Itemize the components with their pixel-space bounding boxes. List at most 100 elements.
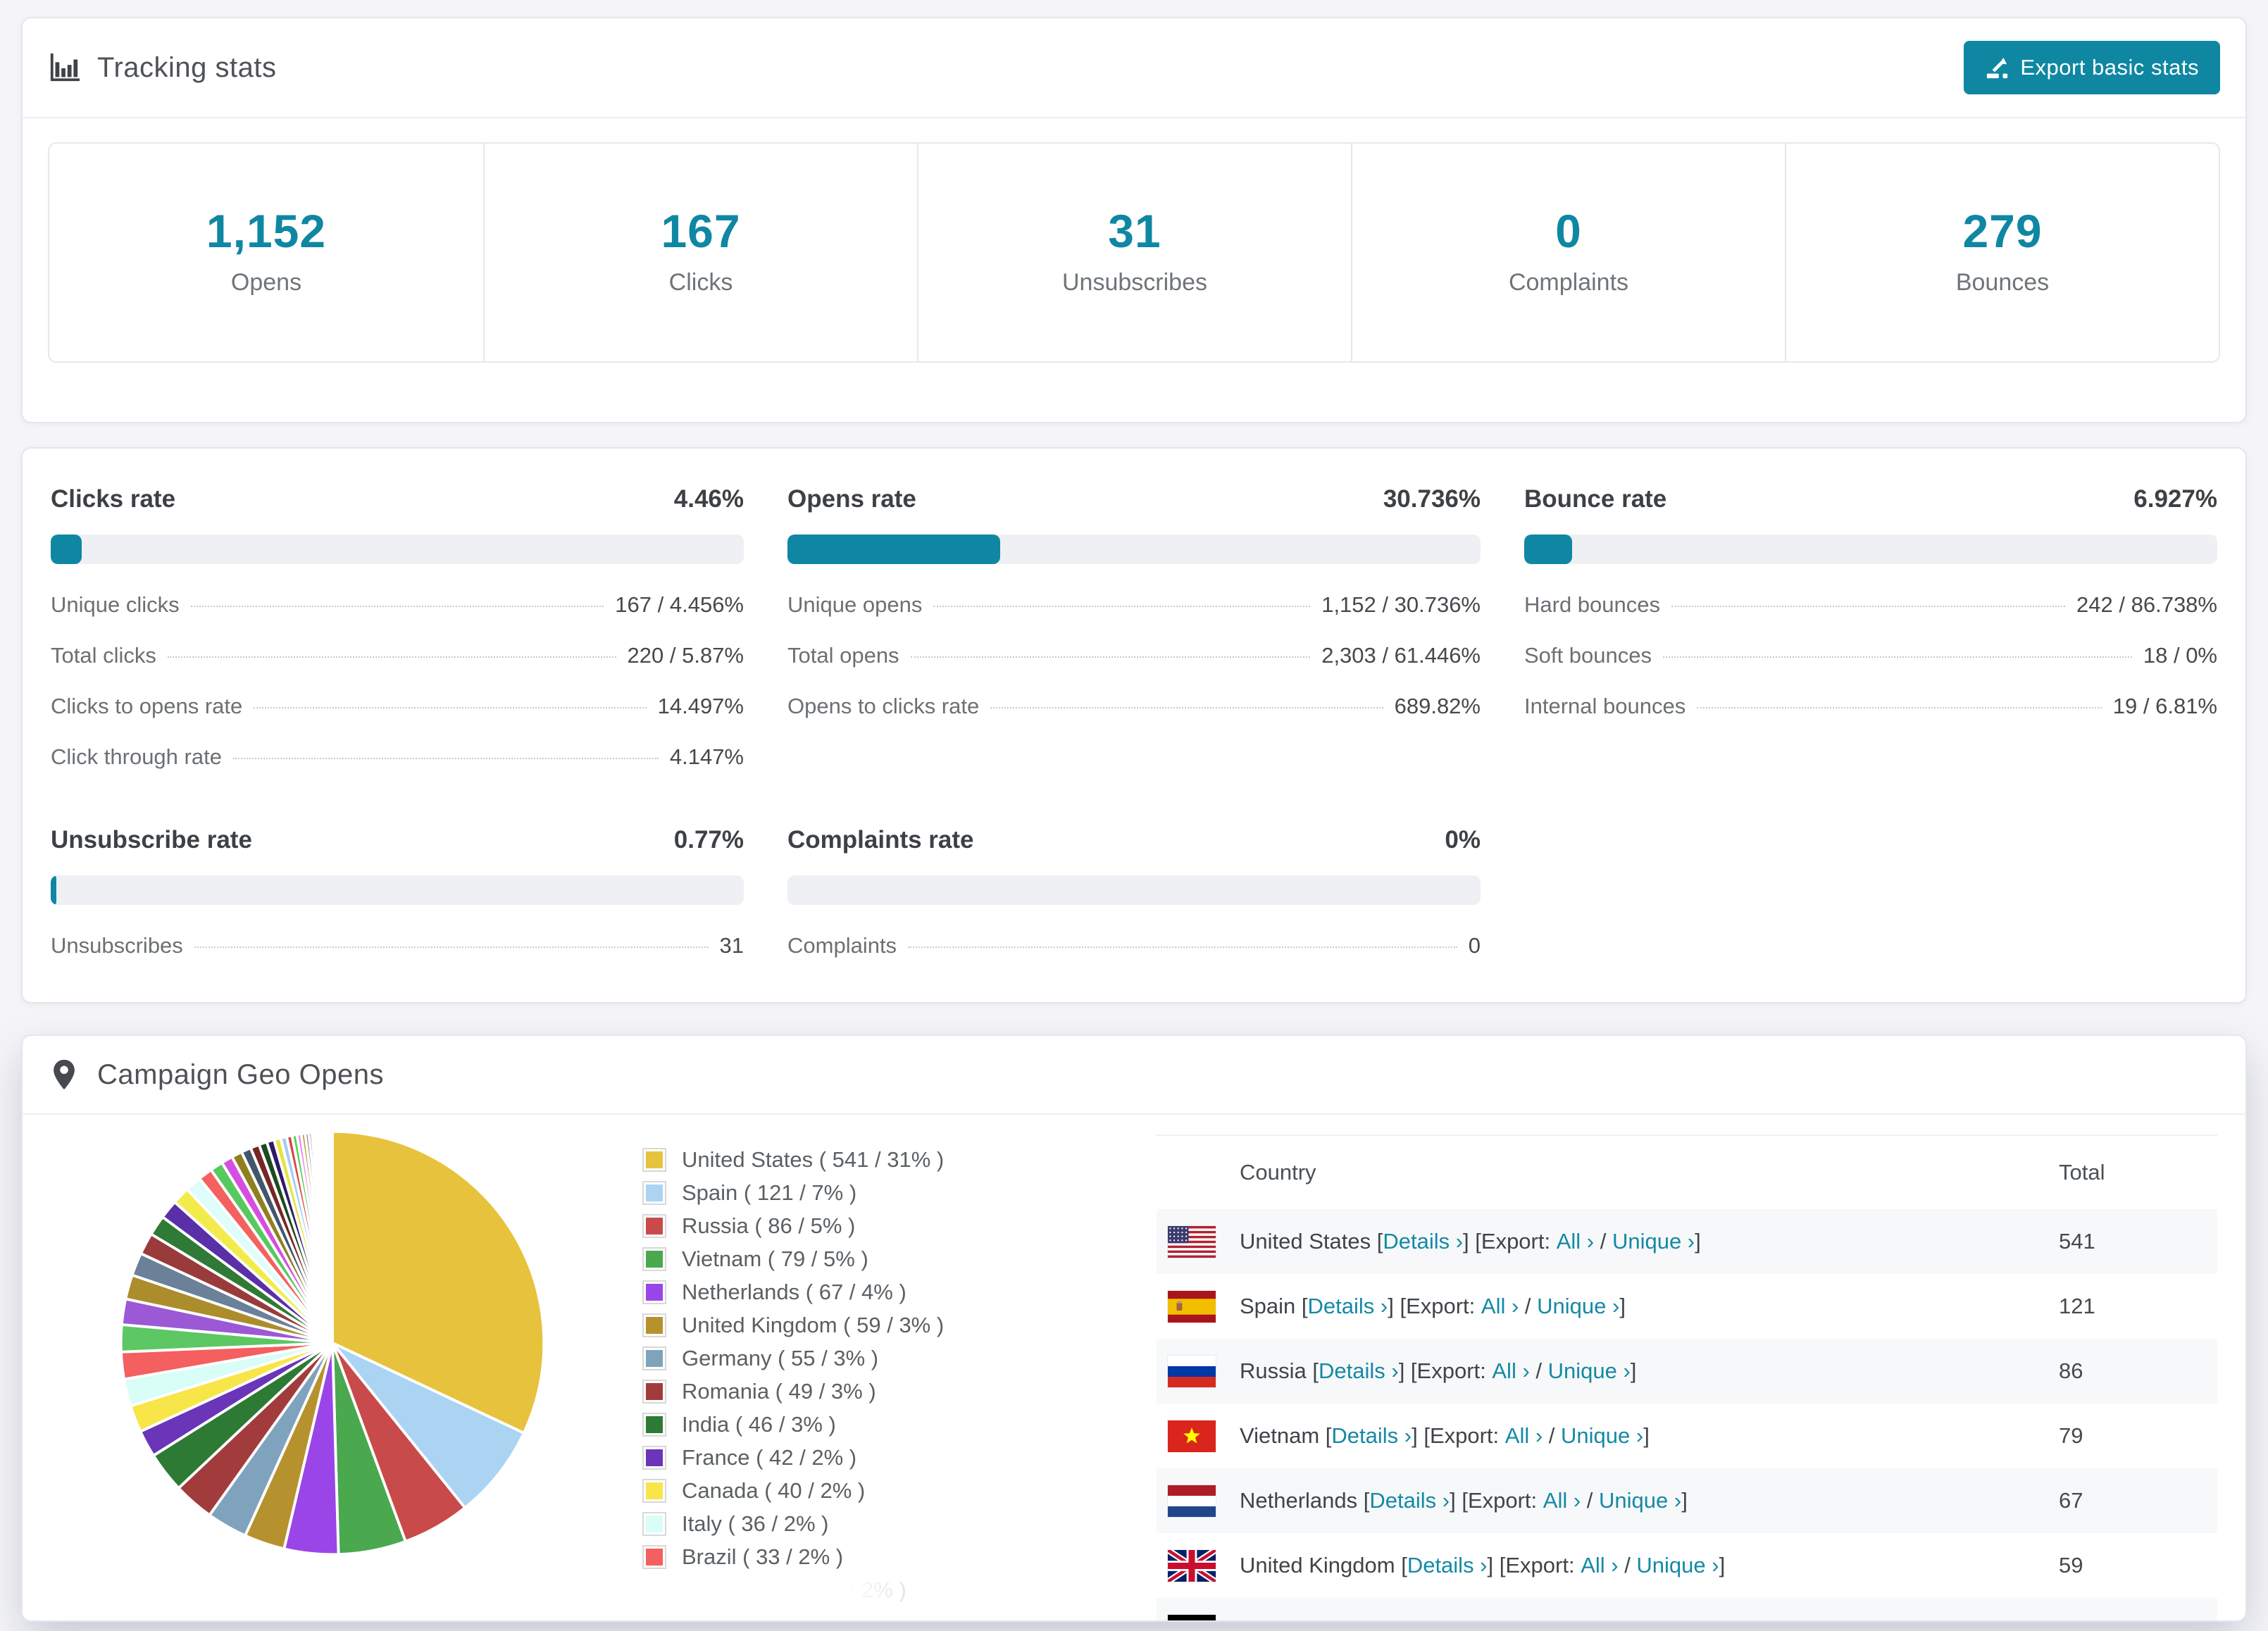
- rate-detail-row: Unique clicks 167 / 4.456%: [51, 592, 744, 618]
- details-link[interactable]: Details ›: [1319, 1358, 1399, 1383]
- stat-label: Unsubscribes: [1062, 269, 1207, 296]
- slash-text: /: [1594, 1229, 1612, 1254]
- details-link[interactable]: Details ›: [1369, 1488, 1450, 1513]
- legend-item: Romania ( 49 / 3% ): [642, 1377, 1157, 1405]
- geo-total-value: 121: [2059, 1294, 2095, 1318]
- bar-chart-icon: [48, 51, 80, 84]
- geo-pie-legend: United States ( 541 / 31% ) Spain ( 121 …: [642, 1115, 1157, 1609]
- stat-value: 31: [1108, 205, 1161, 257]
- bracket-text: ]: [1643, 1423, 1650, 1448]
- rate-detail-value: 2,303 / 61.446%: [1321, 643, 1481, 668]
- rate-section: Bounce rate 6.927% Hard bounces 242 / 86…: [1524, 480, 2217, 770]
- export-unique-link[interactable]: Unique ›: [1599, 1488, 1682, 1513]
- country-name: United States: [1240, 1229, 1371, 1254]
- rate-detail-row: Click through rate 4.147%: [51, 744, 744, 770]
- details-link[interactable]: Details ›: [1407, 1553, 1488, 1577]
- export-prefix-text: Export:: [1481, 1229, 1557, 1254]
- progress-bar-track: [1524, 535, 2217, 564]
- rate-detail-label: Unique clicks: [51, 592, 180, 617]
- export-unique-link[interactable]: Unique ›: [1636, 1553, 1719, 1577]
- rate-detail-row: Total opens 2,303 / 61.446%: [787, 643, 1481, 668]
- rate-detail-row: Complaints 0: [787, 933, 1481, 958]
- legend-swatch: [642, 1147, 666, 1172]
- stat-value: 0: [1555, 205, 1582, 257]
- legend-item-label: Italy ( 36 / 2% ): [682, 1511, 829, 1536]
- export-unique-link[interactable]: Unique ›: [1612, 1229, 1695, 1254]
- legend-swatch: [642, 1478, 666, 1503]
- geo-opens-card: Campaign Geo Opens United States ( 541 /…: [21, 1035, 2247, 1622]
- export-unique-link[interactable]: Unique ›: [1547, 1358, 1631, 1383]
- progress-bar-fill: [1524, 535, 1573, 564]
- rate-section: Complaints rate 0% Complaints 0: [787, 820, 1481, 958]
- export-all-link[interactable]: All ›: [1492, 1358, 1530, 1383]
- export-all-link[interactable]: All ›: [1504, 1423, 1543, 1448]
- geo-table-row: [1157, 1598, 2217, 1620]
- country-name: United Kingdom: [1240, 1553, 1395, 1577]
- flag-us-icon: [1168, 1225, 1216, 1258]
- pie-slice: [331, 1130, 546, 1435]
- rate-title: Unsubscribe rate: [51, 826, 252, 854]
- bracket-text: ] [: [1463, 1229, 1481, 1254]
- legend-swatch: [642, 1412, 666, 1437]
- dotted-leader: [1662, 656, 2132, 658]
- rate-detail-value: 242 / 86.738%: [2076, 592, 2217, 617]
- bracket-text: ] [: [1388, 1294, 1407, 1318]
- export-all-link[interactable]: All ›: [1556, 1229, 1595, 1254]
- geo-pie-chart: [23, 1115, 642, 1561]
- bracket-text: ]: [1719, 1553, 1726, 1577]
- rate-detail-label: Clicks to opens rate: [51, 694, 243, 718]
- legend-item: United Kingdom ( 59 / 3% ): [642, 1311, 1157, 1339]
- export-unique-link[interactable]: Unique ›: [1537, 1294, 1620, 1318]
- stat-label: Opens: [230, 269, 302, 296]
- export-basic-stats-button[interactable]: Export basic stats: [1964, 41, 2220, 94]
- stat-value: 279: [1962, 205, 2043, 257]
- slash-text: /: [1618, 1553, 1637, 1577]
- geo-total-value: 86: [2059, 1358, 2083, 1383]
- geo-table-row: Vietnam [ Details › ] [ Export: All › / …: [1157, 1404, 2217, 1468]
- geo-total-value: 67: [2059, 1488, 2083, 1513]
- stat-box: 167 Clicks: [483, 144, 917, 361]
- rate-detail-row: Unique opens 1,152 / 30.736%: [787, 592, 1481, 618]
- stat-box: 0 Complaints: [1351, 144, 1785, 361]
- export-prefix-text: Export:: [1416, 1358, 1493, 1383]
- dotted-leader: [933, 606, 1311, 607]
- tracking-stats-card: Tracking stats Export basic stats 1,152 …: [21, 17, 2247, 423]
- rate-detail-row: Soft bounces 18 / 0%: [1524, 643, 2217, 668]
- rate-title: Opens rate: [787, 485, 916, 513]
- details-link[interactable]: Details ›: [1307, 1294, 1388, 1318]
- legend-item-label: Netherlands ( 67 / 4% ): [682, 1280, 906, 1304]
- legend-item-label: South Africa ( 29 / 2% ): [682, 1577, 906, 1602]
- legend-swatch: [642, 1511, 666, 1536]
- geo-table-row: Netherlands [ Details › ] [ Export: All …: [1157, 1468, 2217, 1533]
- details-link[interactable]: Details ›: [1331, 1423, 1412, 1448]
- geo-opens-header: Campaign Geo Opens: [23, 1036, 2245, 1115]
- rate-detail-label: Unsubscribes: [51, 933, 183, 958]
- dotted-leader: [232, 758, 659, 759]
- country-name: Netherlands: [1240, 1488, 1358, 1513]
- rate-detail-label: Opens to clicks rate: [787, 694, 980, 718]
- stat-value: 167: [661, 205, 741, 257]
- flag-ru-icon: [1168, 1355, 1216, 1387]
- export-unique-link[interactable]: Unique ›: [1561, 1423, 1644, 1448]
- rate-detail-label: Hard bounces: [1524, 592, 1661, 617]
- legend-item-label: Brazil ( 33 / 2% ): [682, 1544, 844, 1569]
- dotted-leader: [190, 606, 604, 607]
- geo-total-value: 541: [2059, 1229, 2095, 1254]
- export-all-link[interactable]: All ›: [1481, 1294, 1519, 1318]
- legend-swatch: [642, 1379, 666, 1404]
- rates-card: Clicks rate 4.46% Unique clicks 167 / 4.…: [21, 447, 2247, 1004]
- bracket-text: [: [1357, 1488, 1370, 1513]
- legend-item: France ( 42 / 2% ): [642, 1444, 1157, 1471]
- details-link[interactable]: Details ›: [1383, 1229, 1464, 1254]
- rate-detail-value: 18 / 0%: [2143, 643, 2217, 668]
- export-all-link[interactable]: All ›: [1543, 1488, 1581, 1513]
- flag-de-icon: [1168, 1614, 1216, 1620]
- legend-item-label: France ( 42 / 2% ): [682, 1445, 857, 1470]
- bracket-text: [: [1306, 1358, 1319, 1383]
- rate-value: 4.46%: [673, 485, 744, 513]
- dotted-leader: [908, 946, 1457, 948]
- rate-value: 0%: [1445, 826, 1481, 854]
- rate-detail-value: 1,152 / 30.736%: [1321, 592, 1481, 617]
- stat-label: Complaints: [1508, 269, 1629, 296]
- export-all-link[interactable]: All ›: [1581, 1553, 1619, 1577]
